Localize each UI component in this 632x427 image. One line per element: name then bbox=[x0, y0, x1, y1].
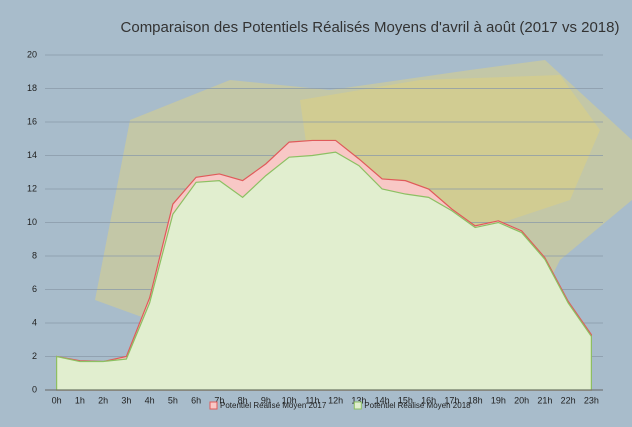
x-tick-label: 2h bbox=[98, 395, 108, 405]
x-tick-label: 20h bbox=[514, 395, 529, 405]
y-tick-label: 16 bbox=[27, 116, 37, 126]
x-tick-label: 1h bbox=[75, 395, 85, 405]
chart: Comparaison des Potentiels Réalisés Moye… bbox=[0, 0, 632, 427]
y-tick-label: 0 bbox=[32, 384, 37, 394]
x-tick-label: 12h bbox=[328, 395, 343, 405]
y-tick-label: 6 bbox=[32, 284, 37, 294]
y-tick-label: 14 bbox=[27, 150, 37, 160]
y-tick-label: 8 bbox=[32, 250, 37, 260]
legend-swatch bbox=[354, 402, 361, 409]
x-tick-label: 19h bbox=[491, 395, 506, 405]
x-tick-label: 5h bbox=[168, 395, 178, 405]
y-tick-label: 18 bbox=[27, 83, 37, 93]
legend-swatch bbox=[210, 402, 217, 409]
y-tick-label: 10 bbox=[27, 217, 37, 227]
y-tick-label: 4 bbox=[32, 317, 37, 327]
x-tick-label: 4h bbox=[145, 395, 155, 405]
y-tick-label: 2 bbox=[32, 351, 37, 361]
x-tick-label: 3h bbox=[121, 395, 131, 405]
y-tick-label: 20 bbox=[27, 49, 37, 59]
x-tick-label: 0h bbox=[52, 395, 62, 405]
x-tick-label: 22h bbox=[561, 395, 576, 405]
chart-title: Comparaison des Potentiels Réalisés Moye… bbox=[121, 19, 620, 36]
legend-label: Potentiel Réalisé Moyen 2017 bbox=[220, 401, 327, 410]
x-tick-label: 21h bbox=[537, 395, 552, 405]
x-tick-label: 23h bbox=[584, 395, 599, 405]
x-tick-label: 6h bbox=[191, 395, 201, 405]
legend-label: Potentiel Réalisé Moyen 2018 bbox=[364, 401, 471, 410]
y-tick-label: 12 bbox=[27, 183, 37, 193]
